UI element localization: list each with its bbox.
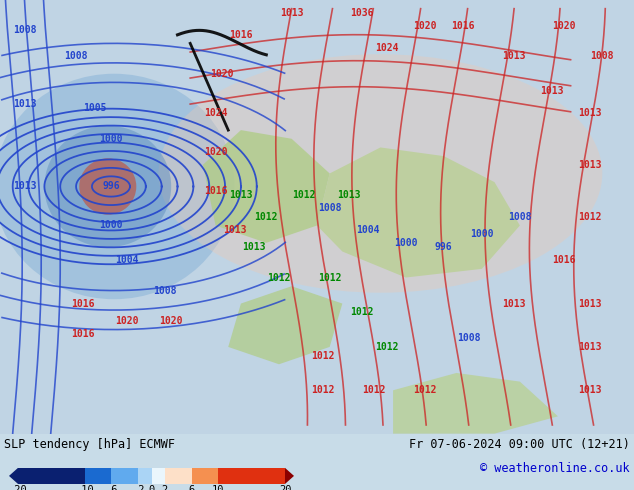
Text: Fr 07-06-2024 09:00 UTC (12+21): Fr 07-06-2024 09:00 UTC (12+21) [409,438,630,451]
Text: 1012: 1012 [318,272,342,283]
Text: 10: 10 [212,485,224,490]
Text: 1024: 1024 [204,108,228,118]
Bar [138,468,152,484]
Text: 1013: 1013 [578,160,602,170]
Text: 0: 0 [148,485,155,490]
Text: 1020: 1020 [210,69,234,79]
Text: 1020: 1020 [204,147,228,157]
Text: 1020: 1020 [159,316,183,326]
Polygon shape [317,147,520,277]
Bar [152,468,165,484]
Text: 1013: 1013 [280,8,304,18]
Text: 1000: 1000 [394,238,418,248]
Text: 1008: 1008 [13,25,37,35]
Text: 1012: 1012 [349,307,373,317]
Text: 1004: 1004 [356,225,380,235]
Bar [218,468,285,484]
Text: 1000: 1000 [99,220,123,230]
Text: 1012: 1012 [578,212,602,222]
Text: 1013: 1013 [13,99,37,109]
Text: 1012: 1012 [311,350,335,361]
Text: 1020: 1020 [115,316,139,326]
Text: 996: 996 [435,242,453,252]
Text: 1012: 1012 [375,342,399,352]
Text: 1013: 1013 [501,51,526,61]
Text: 1008: 1008 [457,333,481,343]
Text: 1013: 1013 [229,190,253,200]
Text: 1000: 1000 [99,134,123,144]
Text: 1013: 1013 [501,298,526,309]
Text: 1012: 1012 [254,212,278,222]
Text: 1012: 1012 [311,385,335,395]
Polygon shape [228,286,342,364]
Text: 1012: 1012 [362,385,386,395]
Text: 1013: 1013 [337,190,361,200]
Text: -10: -10 [75,485,94,490]
Text: 1020: 1020 [413,21,437,31]
Text: 1020: 1020 [552,21,576,31]
Text: 1008: 1008 [508,212,532,222]
Text: 20: 20 [279,485,291,490]
Text: 1016: 1016 [70,298,94,309]
Text: -20: -20 [9,485,27,490]
Text: 1024: 1024 [375,43,399,53]
Text: 1012: 1012 [267,272,291,283]
Text: 1013: 1013 [578,108,602,118]
Text: 1013: 1013 [242,242,266,252]
Text: 1013: 1013 [13,181,37,192]
Bar [191,468,218,484]
Bar [112,468,138,484]
Text: 1005: 1005 [83,103,107,113]
Text: 6: 6 [188,485,195,490]
Text: 1008: 1008 [318,203,342,213]
Text: 1016: 1016 [451,21,475,31]
FancyArrow shape [9,468,18,484]
Text: SLP tendency [hPa] ECMWF: SLP tendency [hPa] ECMWF [4,438,175,451]
Text: 1012: 1012 [292,190,316,200]
FancyArrow shape [285,468,294,484]
Ellipse shape [79,158,136,215]
Text: -6: -6 [105,485,118,490]
Ellipse shape [44,126,171,247]
Text: 1004: 1004 [115,255,139,265]
Ellipse shape [0,74,235,299]
Text: 2: 2 [162,485,168,490]
Text: -2: -2 [132,485,145,490]
Bar [85,468,112,484]
Polygon shape [393,373,558,434]
Text: 1013: 1013 [578,298,602,309]
Ellipse shape [158,54,602,293]
Text: 1000: 1000 [470,229,494,239]
Text: 1013: 1013 [223,225,247,235]
Bar [18,468,85,484]
Bar [165,468,191,484]
Text: 1016: 1016 [70,329,94,339]
Text: 1013: 1013 [578,385,602,395]
Text: 1016: 1016 [229,30,253,40]
Text: 1036: 1036 [349,8,373,18]
Text: 1016: 1016 [552,255,576,265]
Polygon shape [203,130,330,243]
Text: 1008: 1008 [153,286,177,295]
Text: 1008: 1008 [590,51,614,61]
Text: 1012: 1012 [413,385,437,395]
Text: 1013: 1013 [578,342,602,352]
Text: 1008: 1008 [64,51,88,61]
Text: 996: 996 [102,181,120,192]
Text: 1013: 1013 [540,86,564,96]
Text: © weatheronline.co.uk: © weatheronline.co.uk [481,462,630,475]
Text: 1016: 1016 [204,186,228,196]
